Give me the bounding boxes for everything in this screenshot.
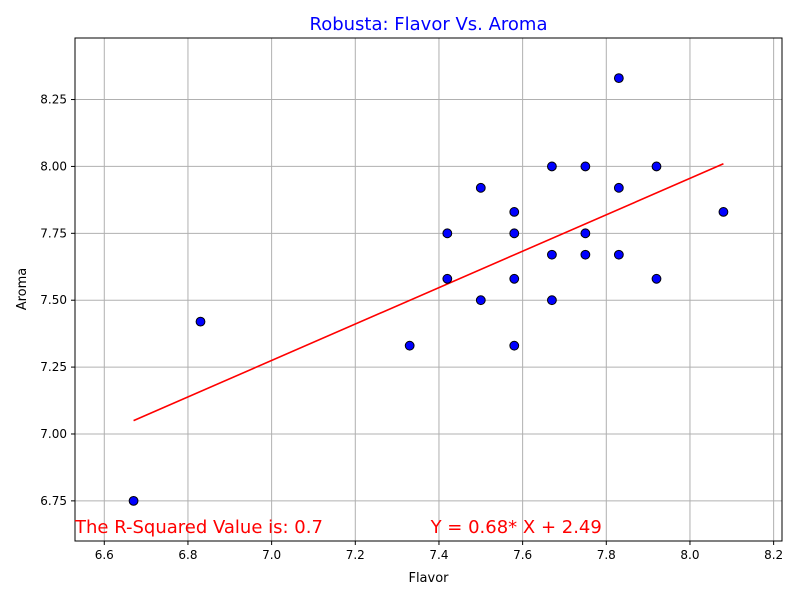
data-point (651, 273, 662, 284)
data-point (509, 228, 520, 239)
y-tick-label: 8.25 (40, 93, 67, 107)
data-point (580, 249, 591, 260)
x-tick-label: 6.6 (95, 548, 114, 562)
y-tick-label: 7.50 (40, 293, 67, 307)
grid (75, 38, 782, 541)
y-tick-label: 7.75 (40, 226, 67, 240)
x-tick-label: 7.2 (346, 548, 365, 562)
y-axis-ticks: 6.75 7.00 7.25 7.50 7.75 8.00 8.25 (40, 93, 75, 508)
y-axis-label: Aroma (15, 268, 30, 311)
data-point (651, 161, 662, 172)
regression-line-group (133, 163, 724, 422)
data-point (580, 161, 591, 172)
data-point (580, 228, 591, 239)
plot-frame (74, 37, 783, 542)
data-point (718, 207, 729, 217)
y-tick-label: 8.00 (40, 159, 67, 173)
y-tick-label: 7.00 (40, 427, 67, 441)
data-point (404, 340, 415, 351)
data-points (128, 73, 729, 506)
data-point (547, 295, 557, 306)
regression-equation-annotation: Y = 0.68* X + 2.49 (430, 517, 602, 538)
data-point (442, 228, 453, 239)
annotations: The R-Squared Value is: 0.7 Y = 0.68* X … (74, 517, 602, 538)
y-tick-label: 6.75 (40, 494, 67, 508)
x-axis-ticks: 6.6 6.8 7.0 7.2 7.4 7.6 7.8 8.0 8.2 (95, 541, 783, 562)
data-point (475, 182, 486, 193)
data-point (509, 207, 520, 217)
x-axis-label: Flavor (408, 571, 449, 586)
chart-title: Robusta: Flavor Vs. Aroma (310, 14, 548, 35)
data-point (442, 273, 453, 284)
regression-line (133, 163, 724, 422)
data-point (509, 273, 520, 284)
x-tick-label: 7.6 (513, 548, 532, 562)
data-point (613, 182, 624, 193)
data-point (128, 495, 139, 506)
data-point (475, 295, 486, 306)
data-point (509, 340, 520, 351)
data-point (547, 249, 557, 260)
y-tick-label: 7.25 (40, 360, 67, 374)
x-tick-label: 7.4 (429, 548, 448, 562)
data-point (547, 161, 557, 172)
data-point (613, 73, 624, 84)
x-tick-label: 7.0 (262, 548, 281, 562)
data-point (613, 249, 624, 260)
x-tick-label: 8.0 (680, 548, 699, 562)
r-squared-annotation: The R-Squared Value is: 0.7 (74, 517, 323, 538)
x-tick-label: 7.8 (597, 548, 616, 562)
x-tick-label: 6.8 (178, 548, 197, 562)
x-tick-label: 8.2 (764, 548, 783, 562)
data-point (195, 316, 206, 327)
